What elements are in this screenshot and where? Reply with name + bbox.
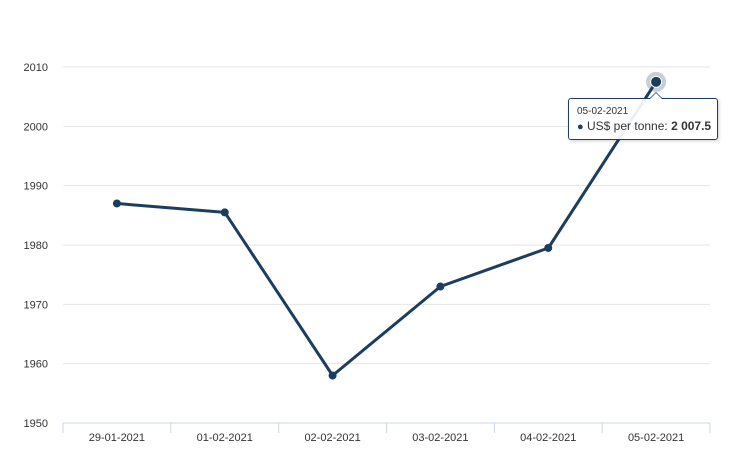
series-us-per-tonne bbox=[115, 80, 658, 377]
x-tick-label: 05-02-2021 bbox=[628, 432, 684, 444]
x-tick-label: 03-02-2021 bbox=[412, 432, 468, 444]
tooltip-value: 2 007.5 bbox=[671, 119, 712, 133]
data-point[interactable] bbox=[112, 199, 121, 208]
x-tick-label: 29-01-2021 bbox=[89, 432, 145, 444]
data-point[interactable] bbox=[220, 208, 229, 217]
tooltip-date: 05-02-2021 bbox=[577, 106, 629, 117]
data-point[interactable] bbox=[436, 282, 445, 291]
tooltip-arrow bbox=[649, 92, 663, 99]
series-line bbox=[115, 80, 658, 377]
tooltip-series-label: US$ per tonne: bbox=[587, 119, 672, 133]
tooltip-row: ● US$ per tonne: 2 007.5 bbox=[577, 118, 712, 135]
x-tick-label: 01-02-2021 bbox=[197, 432, 253, 444]
y-tick-label: 1980 bbox=[24, 240, 48, 252]
y-tick-label: 1950 bbox=[24, 418, 48, 430]
y-tick-label: 1990 bbox=[24, 181, 48, 193]
x-tick-label: 02-02-2021 bbox=[304, 432, 360, 444]
x-axis: 29-01-2021 01-02-2021 02-02-2021 03-02-2021… bbox=[62, 422, 711, 444]
y-tick-label: 2010 bbox=[24, 62, 48, 74]
tooltip-series-dot: ● bbox=[577, 121, 584, 133]
data-point-highlighted[interactable] bbox=[650, 75, 663, 88]
y-axis: 1950 1960 1970 1980 1990 2000 2010 bbox=[24, 62, 48, 430]
tooltip: 05-02-2021 ● US$ per tonne: 2 007.5 bbox=[568, 92, 718, 140]
y-tick-label: 2000 bbox=[24, 121, 48, 133]
y-tick-label: 1970 bbox=[24, 299, 48, 311]
y-tick-label: 1960 bbox=[24, 359, 48, 371]
data-points bbox=[112, 71, 667, 380]
x-tick-label: 04-02-2021 bbox=[520, 432, 576, 444]
data-point[interactable] bbox=[328, 371, 337, 380]
data-point[interactable] bbox=[544, 243, 553, 252]
grid-lines bbox=[63, 66, 710, 365]
